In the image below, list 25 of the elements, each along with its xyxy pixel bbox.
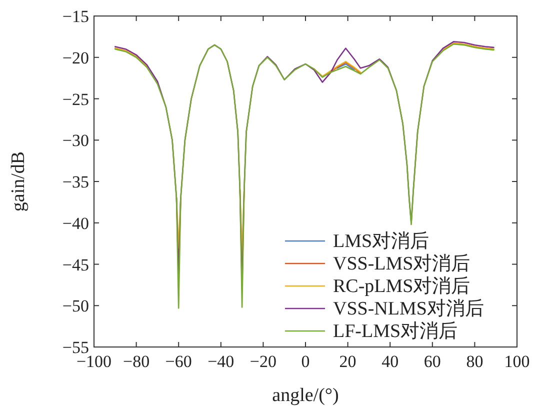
x-tick-label: −80 bbox=[123, 352, 150, 371]
x-tick-label: 0 bbox=[301, 352, 310, 371]
legend-label: LF-LMS对消后 bbox=[333, 321, 458, 342]
x-axis-title: angle/(°) bbox=[272, 385, 339, 406]
y-tick-label: −50 bbox=[62, 296, 89, 316]
x-tick-label: 40 bbox=[382, 352, 399, 371]
x-tick-label: 100 bbox=[504, 352, 530, 371]
y-tick-label: −35 bbox=[62, 172, 89, 192]
x-tick-label: −20 bbox=[250, 352, 276, 371]
legend-label: VSS-LMS对消后 bbox=[333, 254, 470, 274]
legend-label: RC-pLMS对消后 bbox=[333, 276, 470, 297]
legend-label: LMS对消后 bbox=[333, 231, 430, 252]
y-tick-label: −30 bbox=[62, 131, 89, 150]
y-tick-label: −20 bbox=[62, 48, 89, 68]
legend-label: VSS-NLMS对消后 bbox=[333, 298, 484, 320]
x-tick-label: 60 bbox=[424, 352, 441, 371]
y-tick-label: −25 bbox=[62, 90, 89, 109]
y-tick-label: −15 bbox=[62, 7, 89, 26]
y-tick-label: −45 bbox=[62, 255, 89, 274]
x-tick-label: 80 bbox=[466, 352, 484, 371]
x-tick-label: −40 bbox=[208, 352, 234, 371]
x-tick-label: −60 bbox=[165, 352, 192, 371]
x-tick-label: 20 bbox=[339, 352, 356, 371]
y-axis-title: gain/dB bbox=[8, 151, 29, 212]
y-tick-label: −40 bbox=[62, 214, 89, 233]
